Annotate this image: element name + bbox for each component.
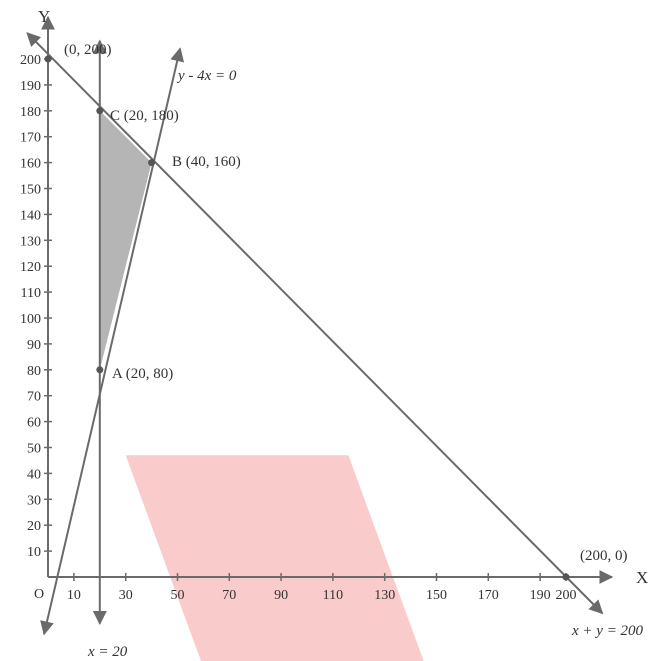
y-tick-label: 140 [20,208,41,223]
x-tick-label: 110 [323,588,343,603]
label-point-200-0: (200, 0) [580,548,628,564]
x-tick-label: 10 [67,588,81,603]
y-tick-label: 180 [20,105,41,120]
x-tick-label: 190 [530,588,551,603]
y-tick-label: 170 [20,131,41,146]
corner-point-marker [44,55,52,63]
y-tick-label: 10 [27,545,41,560]
y-tick-label: 100 [20,312,41,327]
line-x-plus-y-200 [26,32,604,615]
x-tick-label: 70 [222,588,236,603]
y-tick-label: 70 [27,390,41,405]
x-tick-label: 30 [119,588,133,603]
x-axis-name: X [636,568,648,587]
label-y-minus-4x: y - 4x = 0 [176,68,237,84]
y-tick-label: 80 [27,364,41,379]
corner-point-marker [148,159,156,167]
y-tick-label: 90 [27,338,41,353]
x-tick-label: 170 [478,588,499,603]
label-x-equals-20: x = 20 [87,644,128,660]
label-point-c: C (20, 180) [110,108,179,124]
label-point-a: A (20, 80) [112,366,173,382]
y-tick-label: 190 [20,79,41,94]
corner-point-marker [96,107,104,115]
x-tick-label: 150 [426,588,447,603]
y-tick-label: 130 [20,234,41,249]
corner-points [44,55,570,581]
y-tick-label: 30 [27,493,41,508]
x-tick-label: 90 [274,588,288,603]
y-tick-label: 120 [20,260,41,275]
x-tick-label: 200 [556,588,577,603]
y-tick-label: 20 [27,519,41,534]
y-tick-label: 60 [27,416,41,431]
y-tick-label: 200 [20,53,41,68]
origin-label: O [34,587,44,602]
y-axis-name: Y [38,7,50,26]
x-tick-label: 130 [374,588,395,603]
pink-shaded-region [125,455,424,661]
corner-point-marker [562,573,570,581]
label-point-0-200: (0, 200) [64,42,112,58]
y-tick-label: 150 [20,183,41,198]
y-tick-label: 160 [20,157,41,172]
corner-point-marker [96,366,104,374]
label-x-plus-y-200: x + y = 200 [571,623,644,639]
y-tick-label: 110 [21,286,41,301]
label-point-b: B (40, 160) [172,154,241,170]
y-tick-label: 40 [27,467,41,482]
y-tick-label: 50 [27,442,41,457]
x-tick-label: 50 [171,588,185,603]
